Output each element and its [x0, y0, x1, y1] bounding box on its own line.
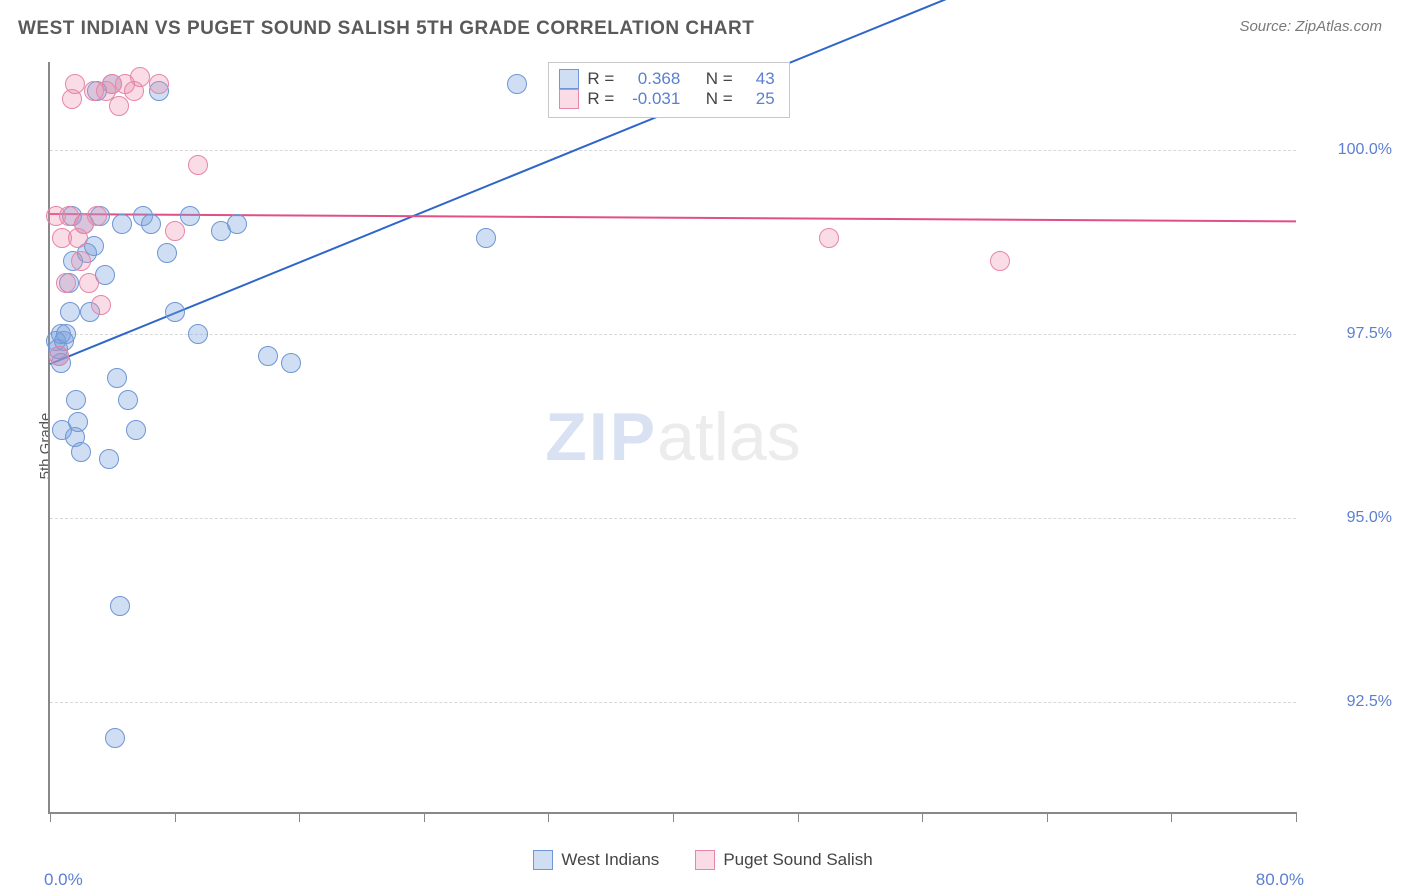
legend-swatch-icon — [533, 850, 553, 870]
data-point — [281, 353, 301, 373]
data-point — [476, 228, 496, 248]
x-min-label: 0.0% — [44, 870, 83, 890]
data-point — [507, 74, 527, 94]
legend-label: Puget Sound Salish — [723, 850, 872, 870]
data-point — [188, 324, 208, 344]
r-label: R = — [587, 89, 614, 109]
data-point — [79, 273, 99, 293]
data-point — [258, 346, 278, 366]
legend-label: West Indians — [561, 850, 659, 870]
y-tick-label: 92.5% — [1347, 693, 1392, 711]
stats-legend-row: R = 0.368 N = 43 — [559, 69, 774, 89]
legend-swatch-icon — [695, 850, 715, 870]
x-tick — [424, 812, 425, 822]
x-tick — [673, 812, 674, 822]
data-point — [819, 228, 839, 248]
data-point — [65, 74, 85, 94]
data-point — [66, 390, 86, 410]
bottom-legend: West Indians Puget Sound Salish — [0, 850, 1406, 870]
chart-header: WEST INDIAN VS PUGET SOUND SALISH 5TH GR… — [0, 0, 1406, 52]
gridline — [50, 518, 1296, 519]
x-tick — [548, 812, 549, 822]
legend-swatch-icon — [559, 89, 579, 109]
data-point — [118, 390, 138, 410]
data-point — [130, 67, 150, 87]
stats-legend: R = 0.368 N = 43 R = -0.031 N = 25 — [548, 62, 789, 118]
r-label: R = — [587, 69, 614, 89]
data-point — [107, 368, 127, 388]
x-tick — [299, 812, 300, 822]
data-point — [60, 302, 80, 322]
legend-item-west-indians: West Indians — [533, 850, 659, 870]
data-point — [157, 243, 177, 263]
gridline — [50, 334, 1296, 335]
gridline — [50, 702, 1296, 703]
x-tick — [1296, 812, 1297, 822]
n-value: 43 — [741, 69, 775, 89]
data-point — [99, 449, 119, 469]
data-point — [126, 420, 146, 440]
data-point — [141, 214, 161, 234]
legend-item-puget-sound-salish: Puget Sound Salish — [695, 850, 872, 870]
data-point — [71, 442, 91, 462]
x-tick — [1047, 812, 1048, 822]
watermark: ZIPatlas — [545, 398, 800, 476]
data-point — [110, 596, 130, 616]
x-max-label: 80.0% — [1256, 870, 1304, 890]
data-point — [227, 214, 247, 234]
trend-line — [50, 0, 1297, 365]
x-tick — [922, 812, 923, 822]
data-point — [188, 155, 208, 175]
data-point — [112, 214, 132, 234]
x-tick — [798, 812, 799, 822]
data-point — [149, 74, 169, 94]
data-point — [180, 206, 200, 226]
r-value: 0.368 — [622, 69, 680, 89]
n-value: 25 — [741, 89, 775, 109]
data-point — [56, 324, 76, 344]
plot-canvas: ZIPatlas 92.5%95.0%97.5%100.0%R =0.368 N… — [50, 62, 1296, 812]
data-point — [105, 728, 125, 748]
stats-legend-row: R = -0.031 N = 25 — [559, 89, 774, 109]
chart-plot-area: ZIPatlas 92.5%95.0%97.5%100.0%R =0.368 N… — [48, 62, 1296, 814]
data-point — [990, 251, 1010, 271]
data-point — [87, 206, 107, 226]
y-tick-label: 97.5% — [1347, 325, 1392, 343]
data-point — [109, 96, 129, 116]
gridline — [50, 150, 1296, 151]
x-tick — [50, 812, 51, 822]
x-tick — [175, 812, 176, 822]
y-tick-label: 95.0% — [1347, 509, 1392, 527]
y-tick-label: 100.0% — [1338, 141, 1392, 159]
r-value: -0.031 — [622, 89, 680, 109]
chart-title: WEST INDIAN VS PUGET SOUND SALISH 5TH GR… — [18, 18, 754, 40]
data-point — [49, 346, 69, 366]
data-point — [165, 302, 185, 322]
n-label: N = — [706, 69, 733, 89]
data-point — [68, 412, 88, 432]
x-tick — [1171, 812, 1172, 822]
data-point — [91, 295, 111, 315]
data-point — [71, 251, 91, 271]
legend-swatch-icon — [559, 69, 579, 89]
chart-source: Source: ZipAtlas.com — [1239, 18, 1382, 35]
data-point — [56, 273, 76, 293]
data-point — [165, 221, 185, 241]
n-label: N = — [706, 89, 733, 109]
